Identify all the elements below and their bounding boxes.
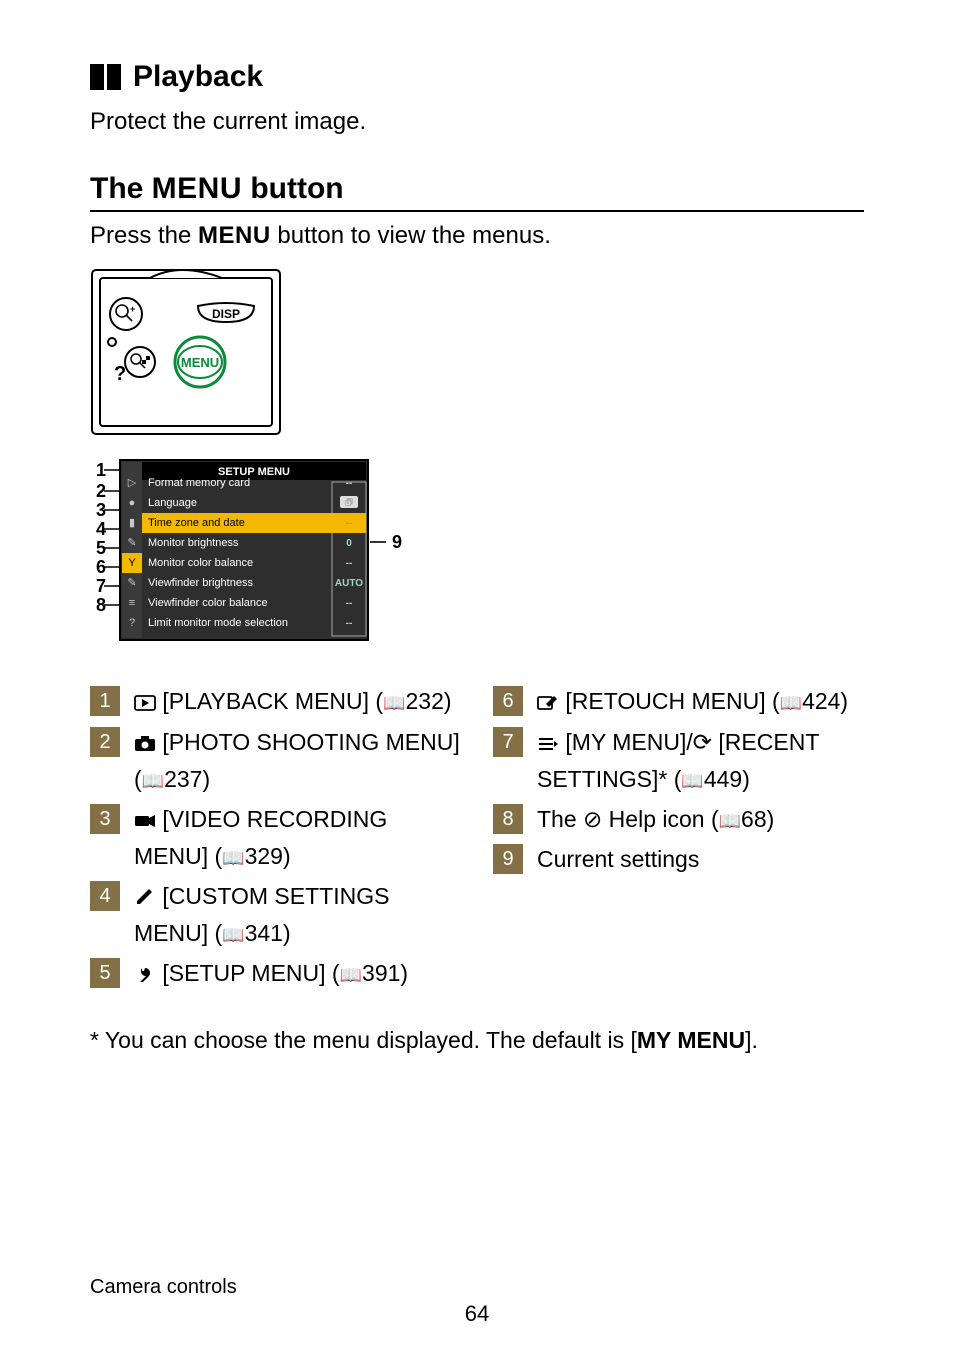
svg-text:--: -- (346, 618, 353, 629)
legend-number: 1 (90, 686, 120, 716)
retouch-icon (537, 687, 559, 721)
disp-label: DISP (212, 307, 240, 321)
svg-text:--: -- (346, 518, 353, 529)
pencil-icon (134, 882, 156, 916)
video-icon (134, 805, 156, 839)
svg-text:Viewfinder brightness: Viewfinder brightness (148, 577, 253, 589)
section-title: Playback (133, 60, 263, 94)
svg-text:Format memory card: Format memory card (148, 477, 250, 489)
svg-text:0: 0 (346, 538, 352, 549)
legend-text: [PLAYBACK MENU] (📖232) (134, 684, 452, 721)
svg-text:--: -- (346, 558, 353, 569)
section-intro: Protect the current image. (90, 108, 864, 136)
svg-text:Time zone and date: Time zone and date (148, 517, 245, 529)
legend-number: 7 (493, 727, 523, 757)
svg-text:✎: ✎ (127, 577, 136, 589)
section-marker-icon (90, 64, 121, 90)
legend-number: 6 (493, 686, 523, 716)
heading-underline (90, 210, 864, 212)
svg-text:9: 9 (392, 532, 402, 552)
svg-text:Language: Language (148, 497, 197, 509)
svg-text:Monitor brightness: Monitor brightness (148, 537, 239, 549)
legend-text: [MY MENU]/⟳ [RECENT SETTINGS]* (📖449) (537, 725, 864, 798)
legend-number: 2 (90, 727, 120, 757)
footer-title: Camera controls (90, 1276, 237, 1299)
footnote: * You can choose the menu displayed. The… (90, 1027, 864, 1054)
legend-row: 5 [SETUP MENU] (📖391) (90, 956, 461, 993)
legend-row: 9 Current settings (493, 842, 864, 876)
legend-number: 8 (493, 804, 523, 834)
press-line: Press the MENU button to view the menus. (90, 222, 864, 250)
svg-text:≡: ≡ (129, 597, 135, 609)
svg-text:Monitor color balance: Monitor color balance (148, 557, 253, 569)
legend-text: [VIDEO RECORDING MENU] (📖329) (134, 802, 461, 875)
legend-number: 4 (90, 881, 120, 911)
svg-text:--: -- (346, 478, 353, 489)
svg-text:●: ● (129, 497, 136, 509)
svg-text:--: -- (346, 598, 353, 609)
legend-row: 8 The ⊘ Help icon (📖68) (493, 802, 864, 838)
svg-text:▮: ▮ (129, 517, 135, 529)
wrench-icon (134, 959, 156, 993)
legend-text: [SETUP MENU] (📖391) (134, 956, 408, 993)
svg-text:▷: ▷ (128, 477, 137, 489)
svg-text:+: + (130, 304, 135, 314)
svg-text:Viewfinder color balance: Viewfinder color balance (148, 597, 268, 609)
svg-text:✎: ✎ (127, 537, 136, 549)
legend-row: 2 [PHOTO SHOOTING MENU] (📖237) (90, 725, 461, 798)
camera-illustration: DISP + ? MENU (90, 268, 282, 436)
play-icon (134, 687, 156, 721)
svg-text:🗊: 🗊 (345, 498, 352, 507)
svg-text:Y: Y (128, 557, 136, 569)
legend-number: 5 (90, 958, 120, 988)
svg-text:Limit monitor mode selection: Limit monitor mode selection (148, 617, 288, 629)
legend-text: Current settings (537, 842, 699, 876)
page-number: 64 (0, 1301, 954, 1327)
legend-row: 6 [RETOUCH MENU] (📖424) (493, 684, 864, 721)
heading-menu-button: The MENU button (90, 172, 864, 206)
legend-row: 4 [CUSTOM SETTINGS MENU] (📖341) (90, 879, 461, 952)
legend-text: [RETOUCH MENU] (📖424) (537, 684, 848, 721)
svg-text:?: ? (129, 617, 135, 629)
svg-text:?: ? (114, 363, 126, 385)
legend-number: 3 (90, 804, 120, 834)
legend-row: 7 [MY MENU]/⟳ [RECENT SETTINGS]* (📖449) (493, 725, 864, 798)
legend-row: 3 [VIDEO RECORDING MENU] (📖329) (90, 802, 461, 875)
setup-menu-screenshot: 12345678SETUP MENU▷●▮✎Y✎≡?Format memory … (90, 454, 410, 654)
legend-text: [PHOTO SHOOTING MENU] (📖237) (134, 725, 461, 798)
legend-row: 1 [PLAYBACK MENU] (📖232) (90, 684, 461, 721)
camera-icon (134, 728, 156, 762)
mymenu-icon (537, 728, 559, 762)
legend-text: [CUSTOM SETTINGS MENU] (📖341) (134, 879, 461, 952)
legend-number: 9 (493, 844, 523, 874)
legend-text: The ⊘ Help icon (📖68) (537, 802, 774, 838)
svg-text:AUTO: AUTO (335, 578, 363, 589)
menu-btn-label: MENU (181, 355, 219, 370)
